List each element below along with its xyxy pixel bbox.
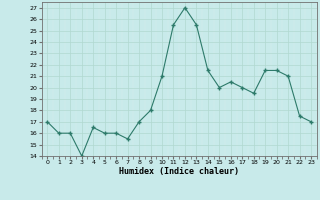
X-axis label: Humidex (Indice chaleur): Humidex (Indice chaleur) xyxy=(119,167,239,176)
